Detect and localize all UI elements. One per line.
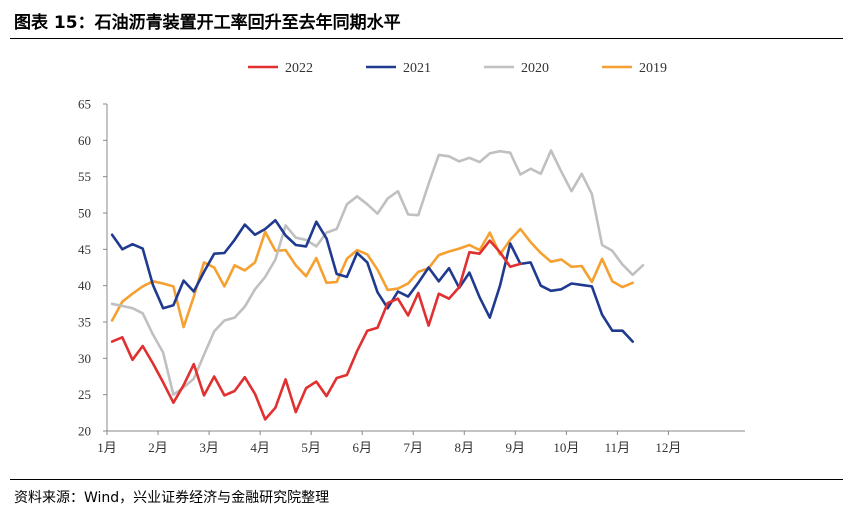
y-tick-label: 25 bbox=[78, 387, 91, 402]
y-tick-label: 20 bbox=[78, 424, 91, 439]
legend-item-2021: 2021 bbox=[366, 61, 431, 76]
legend-label: 2020 bbox=[521, 61, 549, 76]
y-tick-label: 45 bbox=[78, 242, 91, 257]
y-tick-label: 30 bbox=[78, 351, 91, 366]
x-tick-label: 10月 bbox=[553, 440, 579, 455]
legend-label: 2019 bbox=[639, 61, 667, 76]
y-axis: 20 25 30 35 40 45 50 55 60 65 bbox=[78, 97, 108, 439]
y-tick-label: 35 bbox=[78, 315, 91, 330]
y-tick-label: 55 bbox=[78, 169, 91, 184]
legend-item-2022: 2022 bbox=[248, 61, 313, 76]
x-tick-label: 7月 bbox=[403, 440, 423, 455]
y-tick-label: 65 bbox=[78, 97, 91, 112]
footer-rule bbox=[10, 479, 843, 480]
y-tick-label: 50 bbox=[78, 206, 91, 221]
legend-item-2019: 2019 bbox=[602, 61, 667, 76]
y-tick-label: 60 bbox=[78, 133, 91, 148]
legend-label: 2021 bbox=[403, 61, 431, 76]
x-tick-label: 2月 bbox=[148, 440, 168, 455]
series-line-2020 bbox=[110, 149, 645, 397]
x-tick-label: 1月 bbox=[97, 440, 117, 455]
header-rule bbox=[10, 38, 843, 39]
x-tick-label: 5月 bbox=[301, 440, 321, 455]
x-tick-label: 3月 bbox=[199, 440, 219, 455]
x-tick-label: 11月 bbox=[605, 440, 631, 455]
figure-title: 图表 15：石油沥青装置开工率回升至去年同期水平 bbox=[14, 13, 401, 33]
series-line-2021 bbox=[110, 219, 635, 343]
chart-legend: 2022 2021 2020 2019 bbox=[248, 61, 667, 76]
series-line-2022 bbox=[110, 239, 522, 421]
y-tick-label: 40 bbox=[78, 278, 91, 293]
legend-label: 2022 bbox=[285, 61, 313, 76]
plot-lines bbox=[110, 149, 645, 421]
x-tick-label: 12月 bbox=[655, 440, 681, 455]
x-tick-label: 4月 bbox=[250, 440, 270, 455]
x-tick-label: 6月 bbox=[352, 440, 372, 455]
x-axis: 1月 2月 3月 4月 5月 6月 7月 8月 9月 10月 11月 12月 bbox=[97, 430, 745, 455]
x-tick-label: 9月 bbox=[506, 440, 526, 455]
source-note: 资料来源：Wind，兴业证券经济与金融研究院整理 bbox=[14, 490, 330, 506]
legend-item-2020: 2020 bbox=[484, 61, 549, 76]
x-tick-label: 8月 bbox=[455, 440, 475, 455]
figure-header: 图表 15：石油沥青装置开工率回升至去年同期水平 bbox=[0, 0, 851, 40]
line-chart: 2022 2021 2020 2019 20 25 30 35 40 45 50 55 60 65 1月… bbox=[78, 61, 745, 455]
